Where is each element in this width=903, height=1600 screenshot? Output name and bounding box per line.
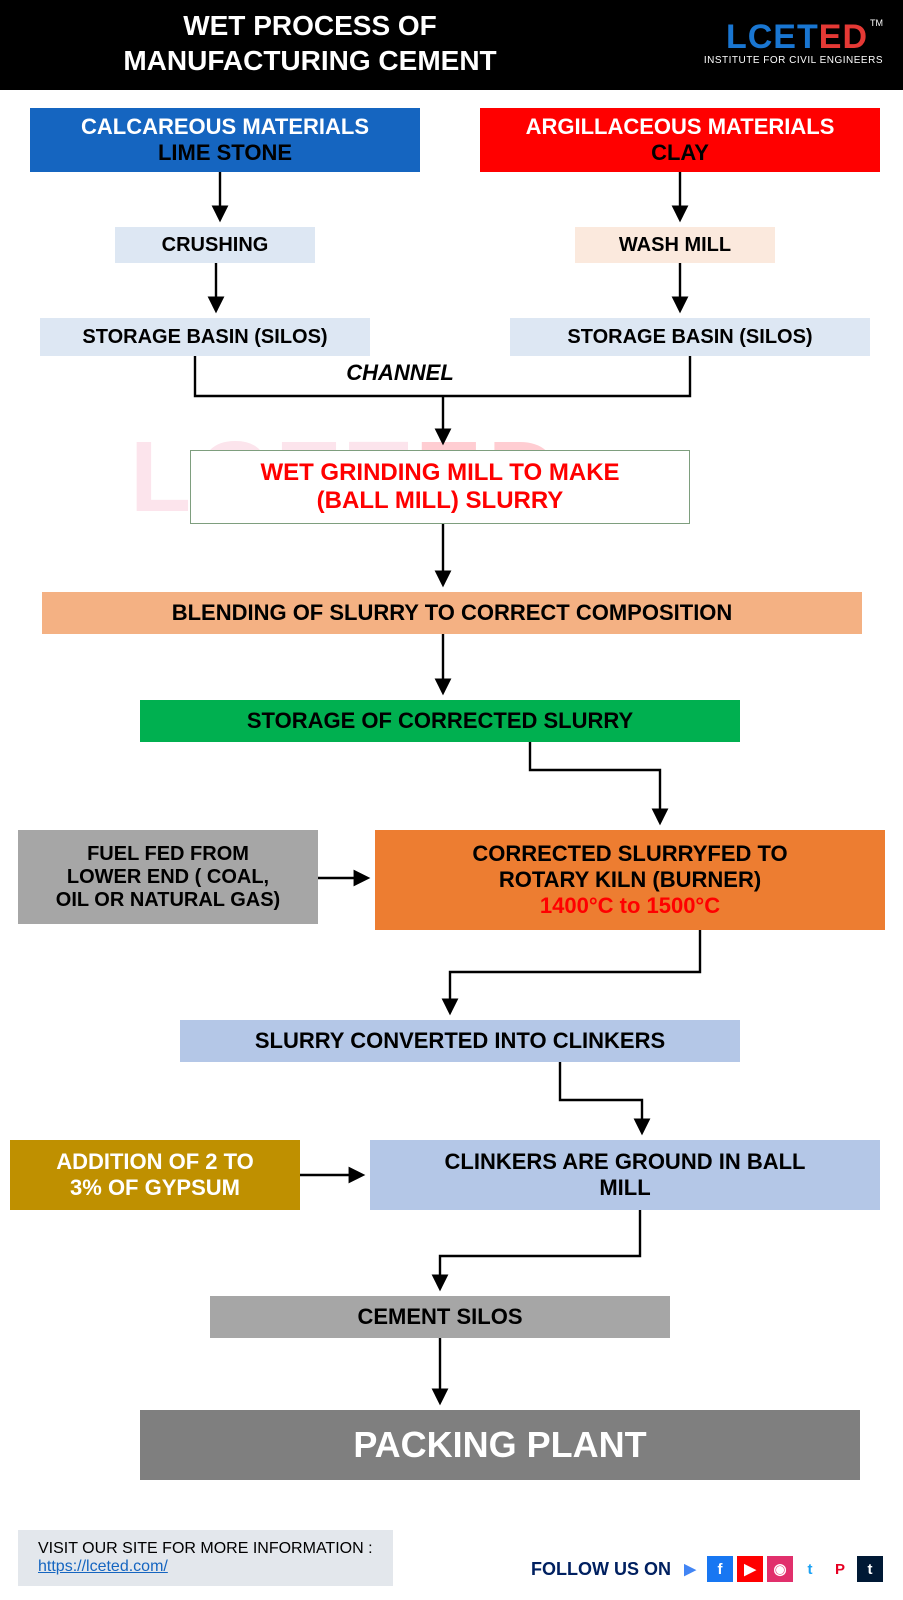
page-root: WET PROCESS OF MANUFACTURING CEMENT LCET… xyxy=(0,0,903,1600)
node-ground-line2: MILL xyxy=(599,1175,650,1201)
node-cement_silos-line1: CEMENT SILOS xyxy=(357,1304,522,1330)
tumblr-icon[interactable]: t xyxy=(857,1556,883,1582)
node-fuel: FUEL FED FROMLOWER END ( COAL,OIL OR NAT… xyxy=(18,830,318,924)
node-packing: PACKING PLANT xyxy=(140,1410,860,1480)
node-washmill-line1: WASH MILL xyxy=(619,234,731,257)
instagram-icon[interactable]: ◉ xyxy=(767,1556,793,1582)
node-crushing-line1: CRUSHING xyxy=(162,234,269,257)
node-calcareous-line2: LIME STONE xyxy=(158,140,292,166)
node-storage_l: STORAGE BASIN (SILOS) xyxy=(40,318,370,356)
node-calcareous: CALCAREOUS MATERIALSLIME STONE xyxy=(30,108,420,172)
node-wetgrind-line1: WET GRINDING MILL TO MAKE xyxy=(260,459,619,487)
logo-tm: TM xyxy=(870,18,883,28)
follow-label: FOLLOW US ON xyxy=(531,1559,671,1580)
node-wetgrind: WET GRINDING MILL TO MAKE(BALL MILL) SLU… xyxy=(190,450,690,524)
arrow-11 xyxy=(560,1062,642,1132)
node-channel: CHANNEL xyxy=(320,358,480,388)
pinterest-icon[interactable]: P xyxy=(827,1556,853,1582)
node-storage_slurry: STORAGE OF CORRECTED SLURRY xyxy=(140,700,740,742)
footer-follow: FOLLOW US ON ▶f▶◉tPt xyxy=(531,1556,883,1582)
node-storage_r: STORAGE BASIN (SILOS) xyxy=(510,318,870,356)
node-washmill: WASH MILL xyxy=(575,227,775,263)
node-clinkers-line1: SLURRY CONVERTED INTO CLINKERS xyxy=(255,1028,665,1054)
arrow-10 xyxy=(450,930,700,1012)
node-crushing: CRUSHING xyxy=(115,227,315,263)
node-blending: BLENDING OF SLURRY TO CORRECT COMPOSITIO… xyxy=(42,592,862,634)
twitter-icon[interactable]: t xyxy=(797,1556,823,1582)
arrow-8 xyxy=(530,742,660,822)
youtube-icon[interactable]: ▶ xyxy=(737,1556,763,1582)
node-blending-line1: BLENDING OF SLURRY TO CORRECT COMPOSITIO… xyxy=(172,600,733,626)
logo-subtitle: INSTITUTE FOR CIVIL ENGINEERS xyxy=(704,55,883,66)
header-bar: WET PROCESS OF MANUFACTURING CEMENT LCET… xyxy=(0,0,903,90)
node-ground: CLINKERS ARE GROUND IN BALLMILL xyxy=(370,1140,880,1210)
node-storage_l-line1: STORAGE BASIN (SILOS) xyxy=(82,326,327,349)
node-rotary-sub: 1400°C to 1500°C xyxy=(540,893,720,919)
node-fuel-line1: FUEL FED FROM xyxy=(87,843,249,866)
footer-info: VISIT OUR SITE FOR MORE INFORMATION : ht… xyxy=(18,1530,393,1586)
facebook-icon[interactable]: f xyxy=(707,1556,733,1582)
node-rotary-line2: ROTARY KILN (BURNER) xyxy=(499,867,761,893)
page-title: WET PROCESS OF MANUFACTURING CEMENT xyxy=(0,8,620,78)
footer-info-label: VISIT OUR SITE FOR MORE INFORMATION : xyxy=(38,1540,373,1558)
node-storage_r-line1: STORAGE BASIN (SILOS) xyxy=(567,326,812,349)
node-calcareous-line1: CALCAREOUS MATERIALS xyxy=(81,114,369,140)
brand-logo: LCETEDTM INSTITUTE FOR CIVIL ENGINEERS xyxy=(704,18,883,66)
node-gypsum-line2: 3% OF GYPSUM xyxy=(70,1175,240,1201)
node-ground-line1: CLINKERS ARE GROUND IN BALL xyxy=(445,1149,806,1175)
node-packing-line1: PACKING PLANT xyxy=(353,1424,646,1466)
node-gypsum-line1: ADDITION OF 2 TO xyxy=(56,1149,254,1175)
node-storage_slurry-line1: STORAGE OF CORRECTED SLURRY xyxy=(247,708,633,734)
node-wetgrind-line2: (BALL MILL) SLURRY xyxy=(317,487,564,515)
logo-main: LCET xyxy=(726,18,819,56)
node-argillaceous: ARGILLACEOUS MATERIALSCLAY xyxy=(480,108,880,172)
title-line2: MANUFACTURING CEMENT xyxy=(123,45,496,76)
footer-link[interactable]: https://lceted.com/ xyxy=(38,1558,168,1575)
arrow-13 xyxy=(440,1210,640,1288)
node-gypsum: ADDITION OF 2 TO3% OF GYPSUM xyxy=(10,1140,300,1210)
title-line1: WET PROCESS OF xyxy=(183,10,437,41)
node-fuel-line2: LOWER END ( COAL, xyxy=(67,866,269,889)
logo-suffix: ED xyxy=(819,18,868,56)
node-rotary: CORRECTED SLURRYFED TOROTARY KILN (BURNE… xyxy=(375,830,885,930)
play-icon[interactable]: ▶ xyxy=(677,1556,703,1582)
node-clinkers: SLURRY CONVERTED INTO CLINKERS xyxy=(180,1020,740,1062)
node-rotary-line1: CORRECTED SLURRYFED TO xyxy=(472,841,787,867)
node-argillaceous-line1: ARGILLACEOUS MATERIALS xyxy=(526,114,835,140)
node-channel-line1: CHANNEL xyxy=(346,360,454,386)
node-argillaceous-line2: CLAY xyxy=(651,140,709,166)
node-cement_silos: CEMENT SILOS xyxy=(210,1296,670,1338)
node-fuel-sub: OIL OR NATURAL GAS) xyxy=(56,889,280,912)
